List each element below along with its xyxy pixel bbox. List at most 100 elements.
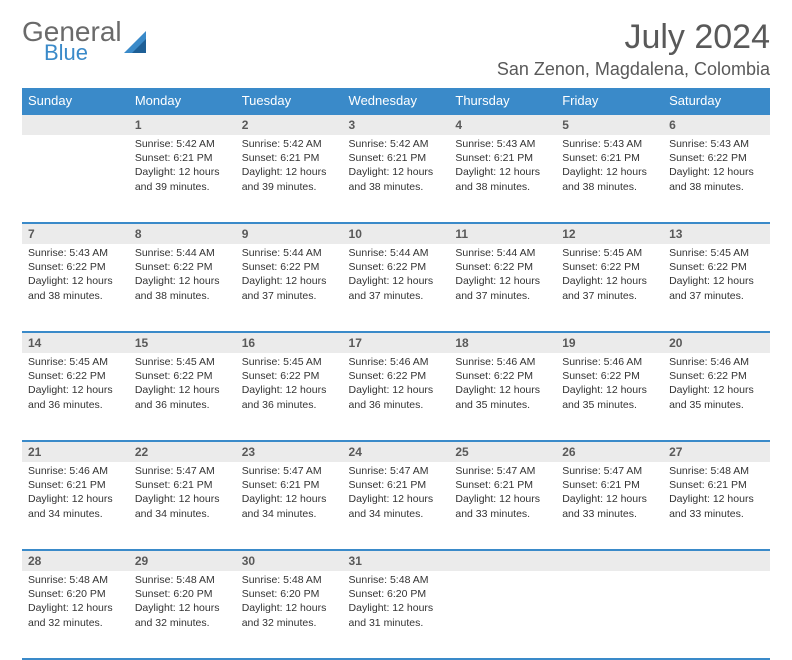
day-number-cell: 10	[343, 223, 450, 244]
day-cell: Sunrise: 5:47 AMSunset: 6:21 PMDaylight:…	[236, 462, 343, 550]
day-number-cell: 20	[663, 332, 770, 353]
day-number-cell: 2	[236, 114, 343, 135]
day-cell: Sunrise: 5:46 AMSunset: 6:22 PMDaylight:…	[449, 353, 556, 441]
weekday-header: Wednesday	[343, 88, 450, 114]
day-details: Sunrise: 5:43 AMSunset: 6:21 PMDaylight:…	[455, 135, 550, 194]
day-details: Sunrise: 5:44 AMSunset: 6:22 PMDaylight:…	[349, 244, 444, 303]
day-details: Sunrise: 5:48 AMSunset: 6:20 PMDaylight:…	[28, 571, 123, 630]
weekday-header: Friday	[556, 88, 663, 114]
day-number-cell	[556, 550, 663, 571]
day-content-row: Sunrise: 5:45 AMSunset: 6:22 PMDaylight:…	[22, 353, 770, 441]
day-number-cell: 17	[343, 332, 450, 353]
day-number-cell: 29	[129, 550, 236, 571]
day-cell	[22, 135, 129, 223]
day-details: Sunrise: 5:47 AMSunset: 6:21 PMDaylight:…	[242, 462, 337, 521]
weekday-header: Monday	[129, 88, 236, 114]
weekday-header: Sunday	[22, 88, 129, 114]
day-cell: Sunrise: 5:42 AMSunset: 6:21 PMDaylight:…	[343, 135, 450, 223]
day-number-cell	[22, 114, 129, 135]
day-details: Sunrise: 5:45 AMSunset: 6:22 PMDaylight:…	[135, 353, 230, 412]
day-number-cell	[663, 550, 770, 571]
day-cell: Sunrise: 5:46 AMSunset: 6:21 PMDaylight:…	[22, 462, 129, 550]
day-cell: Sunrise: 5:48 AMSunset: 6:20 PMDaylight:…	[343, 571, 450, 659]
day-details: Sunrise: 5:47 AMSunset: 6:21 PMDaylight:…	[455, 462, 550, 521]
day-cell: Sunrise: 5:43 AMSunset: 6:22 PMDaylight:…	[663, 135, 770, 223]
day-number-cell: 4	[449, 114, 556, 135]
month-title: July 2024	[497, 18, 770, 57]
day-number-cell: 5	[556, 114, 663, 135]
weekday-header: Tuesday	[236, 88, 343, 114]
day-content-row: Sunrise: 5:48 AMSunset: 6:20 PMDaylight:…	[22, 571, 770, 659]
day-cell: Sunrise: 5:46 AMSunset: 6:22 PMDaylight:…	[556, 353, 663, 441]
day-details: Sunrise: 5:45 AMSunset: 6:22 PMDaylight:…	[562, 244, 657, 303]
day-number-cell: 24	[343, 441, 450, 462]
day-number-row: 123456	[22, 114, 770, 135]
day-number-cell: 22	[129, 441, 236, 462]
day-number-cell: 31	[343, 550, 450, 571]
day-cell	[556, 571, 663, 659]
day-cell: Sunrise: 5:48 AMSunset: 6:20 PMDaylight:…	[236, 571, 343, 659]
day-number-cell: 13	[663, 223, 770, 244]
day-number-cell: 27	[663, 441, 770, 462]
brand-logo: General Blue	[22, 18, 152, 64]
day-cell	[449, 571, 556, 659]
day-cell: Sunrise: 5:46 AMSunset: 6:22 PMDaylight:…	[343, 353, 450, 441]
day-details: Sunrise: 5:46 AMSunset: 6:22 PMDaylight:…	[455, 353, 550, 412]
day-details: Sunrise: 5:46 AMSunset: 6:22 PMDaylight:…	[562, 353, 657, 412]
day-details: Sunrise: 5:46 AMSunset: 6:22 PMDaylight:…	[349, 353, 444, 412]
day-details: Sunrise: 5:48 AMSunset: 6:20 PMDaylight:…	[135, 571, 230, 630]
day-number-cell: 12	[556, 223, 663, 244]
day-details: Sunrise: 5:45 AMSunset: 6:22 PMDaylight:…	[28, 353, 123, 412]
day-cell: Sunrise: 5:45 AMSunset: 6:22 PMDaylight:…	[22, 353, 129, 441]
day-number-cell: 9	[236, 223, 343, 244]
day-cell: Sunrise: 5:45 AMSunset: 6:22 PMDaylight:…	[129, 353, 236, 441]
weekday-header: Thursday	[449, 88, 556, 114]
day-cell: Sunrise: 5:44 AMSunset: 6:22 PMDaylight:…	[129, 244, 236, 332]
day-content-row: Sunrise: 5:42 AMSunset: 6:21 PMDaylight:…	[22, 135, 770, 223]
day-number-cell: 25	[449, 441, 556, 462]
weekday-header: Saturday	[663, 88, 770, 114]
day-cell: Sunrise: 5:47 AMSunset: 6:21 PMDaylight:…	[343, 462, 450, 550]
day-number-cell: 23	[236, 441, 343, 462]
day-number-row: 21222324252627	[22, 441, 770, 462]
location-subtitle: San Zenon, Magdalena, Colombia	[497, 59, 770, 80]
day-number-cell: 26	[556, 441, 663, 462]
brand-sail-icon	[124, 31, 152, 57]
day-cell: Sunrise: 5:48 AMSunset: 6:20 PMDaylight:…	[22, 571, 129, 659]
day-number-cell: 30	[236, 550, 343, 571]
day-cell: Sunrise: 5:42 AMSunset: 6:21 PMDaylight:…	[236, 135, 343, 223]
day-number-cell: 14	[22, 332, 129, 353]
day-details: Sunrise: 5:46 AMSunset: 6:21 PMDaylight:…	[28, 462, 123, 521]
day-content-row: Sunrise: 5:43 AMSunset: 6:22 PMDaylight:…	[22, 244, 770, 332]
day-cell: Sunrise: 5:44 AMSunset: 6:22 PMDaylight:…	[236, 244, 343, 332]
day-cell	[663, 571, 770, 659]
day-number-cell: 8	[129, 223, 236, 244]
day-details: Sunrise: 5:42 AMSunset: 6:21 PMDaylight:…	[349, 135, 444, 194]
day-cell: Sunrise: 5:43 AMSunset: 6:22 PMDaylight:…	[22, 244, 129, 332]
day-cell: Sunrise: 5:44 AMSunset: 6:22 PMDaylight:…	[449, 244, 556, 332]
day-cell: Sunrise: 5:47 AMSunset: 6:21 PMDaylight:…	[556, 462, 663, 550]
day-details: Sunrise: 5:47 AMSunset: 6:21 PMDaylight:…	[135, 462, 230, 521]
day-details: Sunrise: 5:43 AMSunset: 6:22 PMDaylight:…	[28, 244, 123, 303]
day-number-cell: 21	[22, 441, 129, 462]
day-cell: Sunrise: 5:43 AMSunset: 6:21 PMDaylight:…	[449, 135, 556, 223]
day-details: Sunrise: 5:43 AMSunset: 6:21 PMDaylight:…	[562, 135, 657, 194]
day-number-cell: 6	[663, 114, 770, 135]
day-cell: Sunrise: 5:48 AMSunset: 6:21 PMDaylight:…	[663, 462, 770, 550]
day-details: Sunrise: 5:44 AMSunset: 6:22 PMDaylight:…	[242, 244, 337, 303]
header: General Blue July 2024 San Zenon, Magdal…	[22, 18, 770, 80]
day-cell: Sunrise: 5:45 AMSunset: 6:22 PMDaylight:…	[236, 353, 343, 441]
day-details: Sunrise: 5:47 AMSunset: 6:21 PMDaylight:…	[349, 462, 444, 521]
calendar-table: SundayMondayTuesdayWednesdayThursdayFrid…	[22, 88, 770, 660]
day-cell: Sunrise: 5:47 AMSunset: 6:21 PMDaylight:…	[129, 462, 236, 550]
day-number-cell	[449, 550, 556, 571]
day-details: Sunrise: 5:45 AMSunset: 6:22 PMDaylight:…	[669, 244, 764, 303]
day-details: Sunrise: 5:44 AMSunset: 6:22 PMDaylight:…	[135, 244, 230, 303]
weekday-header-row: SundayMondayTuesdayWednesdayThursdayFrid…	[22, 88, 770, 114]
day-cell: Sunrise: 5:48 AMSunset: 6:20 PMDaylight:…	[129, 571, 236, 659]
day-details: Sunrise: 5:48 AMSunset: 6:21 PMDaylight:…	[669, 462, 764, 521]
day-details: Sunrise: 5:48 AMSunset: 6:20 PMDaylight:…	[349, 571, 444, 630]
day-cell: Sunrise: 5:46 AMSunset: 6:22 PMDaylight:…	[663, 353, 770, 441]
day-details: Sunrise: 5:46 AMSunset: 6:22 PMDaylight:…	[669, 353, 764, 412]
day-number-cell: 28	[22, 550, 129, 571]
